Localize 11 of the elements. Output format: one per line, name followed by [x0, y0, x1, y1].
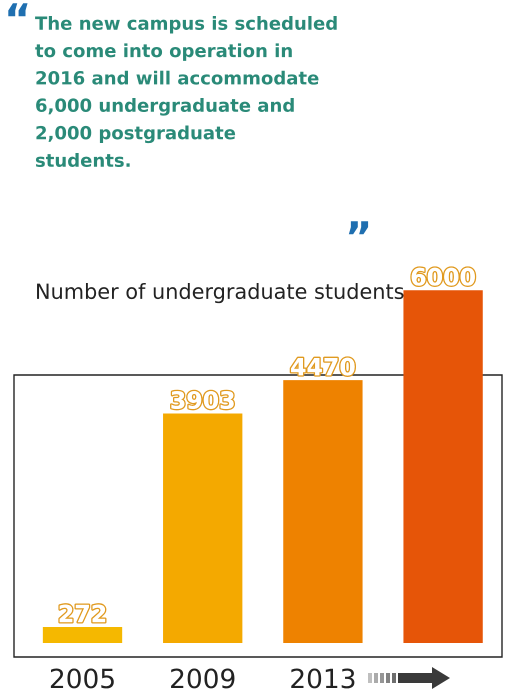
chart-title: Number of undergraduate students [37, 283, 404, 304]
x-tick-label: 2005 [50, 668, 114, 688]
x-tick-label: 2013 [291, 668, 354, 688]
text: ” [348, 221, 368, 234]
bar [42, 627, 122, 643]
bar [403, 290, 483, 643]
bar [163, 414, 242, 643]
bar [283, 380, 363, 643]
text: The new campus is scheduled to come into operation in 2016 and will accommodate 6,000 undergraduate and 2,000 postgraduate students. [35, 16, 337, 168]
text: “ [8, 3, 28, 16]
x-tick-label: 2009 [171, 668, 234, 688]
